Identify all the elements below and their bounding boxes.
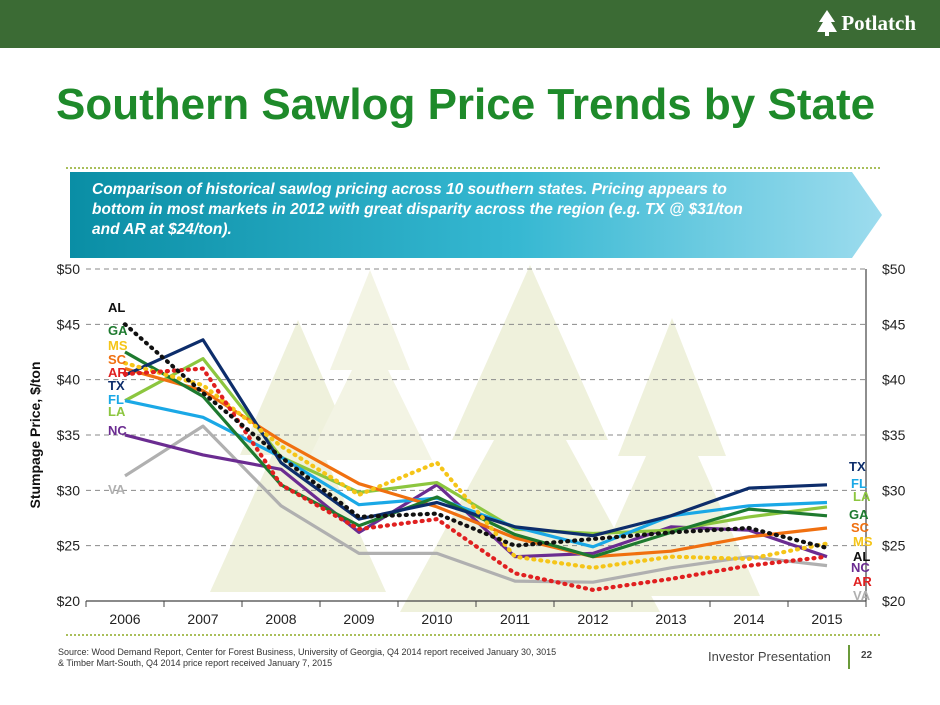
x-tick-label: 2011 [500, 611, 530, 627]
left-label-tx: TX [108, 378, 125, 393]
y-tick-right: $45 [882, 316, 906, 332]
y-tick-right: $20 [882, 593, 906, 609]
left-label-fl: FL [108, 392, 124, 407]
y-tick-left: $45 [57, 316, 81, 332]
y-tick-left: $35 [57, 427, 81, 443]
x-tick-label: 2007 [187, 611, 218, 627]
footer-divider [66, 634, 880, 636]
right-label-ms: MS [853, 534, 873, 549]
x-axis: 2006 2007 2008 2009 2010 2011 2012 2013 2014 2015 [85, 269, 867, 627]
summary-banner: Comparison of historical sawlog pricing … [70, 172, 882, 258]
left-label-va: VA [108, 482, 126, 497]
x-tick-label: 2015 [811, 611, 842, 627]
y-axis-right: $20 $25 $30 $35 $40 $45 $50 [882, 261, 906, 609]
left-label-al: AL [108, 300, 125, 315]
banner-arrow-shape [70, 172, 882, 258]
background-trees [210, 265, 760, 612]
left-label-nc: NC [108, 423, 127, 438]
x-tick-label: 2013 [655, 611, 686, 627]
right-label-tx: TX [849, 459, 866, 474]
series-line-tx [124, 338, 828, 538]
y-tick-left: $30 [57, 482, 81, 498]
series-line-ms [122, 361, 830, 570]
series-line-al [122, 322, 830, 551]
y-tick-left: $25 [57, 538, 81, 554]
source-line-2: & Timber Mart-South, Q4 2014 price repor… [58, 658, 333, 668]
header-bar: Potlatch [0, 0, 940, 48]
y-tick-left: $40 [57, 372, 81, 388]
left-label-la: LA [108, 404, 126, 419]
right-label-la: LA [853, 489, 871, 504]
y-tick-right: $40 [882, 372, 906, 388]
left-label-ga: GA [108, 323, 128, 338]
series-line-sc [124, 367, 828, 559]
gridlines [86, 268, 866, 547]
y-tick-right: $35 [882, 427, 906, 443]
x-tick-label: 2008 [265, 611, 296, 627]
x-tick-label: 2014 [733, 611, 764, 627]
right-label-va: VA [853, 588, 871, 603]
right-label-ga: GA [849, 507, 869, 522]
footer-label: Investor Presentation [708, 649, 831, 664]
footer-divider-bar [848, 645, 850, 669]
tree-decoration-1 [210, 320, 386, 592]
y-tick-left: $20 [57, 593, 81, 609]
y-axis-title: Stumpage Price, $/ton [27, 361, 43, 508]
left-label-ms: MS [108, 338, 128, 353]
potlatch-logo: Potlatch [817, 10, 916, 36]
left-label-ar: AR [108, 365, 127, 380]
page-title: Southern Sawlog Price Trends by State [56, 80, 876, 129]
page-number: 22 [861, 650, 873, 661]
tree-decoration-4 [308, 270, 432, 460]
series-line-va [124, 424, 828, 584]
right-label-fl: FL [851, 476, 867, 491]
y-tick-right: $25 [882, 538, 906, 554]
tree-icon [817, 10, 838, 36]
y-tick-right: $50 [882, 261, 906, 277]
y-tick-right: $30 [882, 482, 906, 498]
title-divider [66, 167, 880, 169]
x-tick-label: 2010 [421, 611, 452, 627]
series-lines [122, 322, 830, 593]
x-tick-label: 2009 [343, 611, 374, 627]
logo-text: Potlatch [841, 10, 916, 35]
banner-text: Comparison of historical sawlog pricing … [92, 181, 743, 238]
right-label-sc: SC [851, 520, 870, 535]
source-line-1: Source: Wood Demand Report, Center for F… [58, 647, 557, 657]
y-axis-left: $20 $25 $30 $35 $40 $45 $50 [57, 261, 81, 609]
x-tick-label: 2006 [109, 611, 140, 627]
right-label-al: AL [853, 549, 870, 564]
source-note: Source: Wood Demand Report, Center for F… [58, 647, 618, 669]
series-line-la [124, 357, 828, 536]
right-label-nc: NC [851, 560, 870, 575]
y-tick-left: $50 [57, 261, 81, 277]
left-label-sc: SC [108, 352, 127, 367]
x-tick-label: 2012 [577, 611, 608, 627]
right-label-ar: AR [853, 574, 872, 589]
